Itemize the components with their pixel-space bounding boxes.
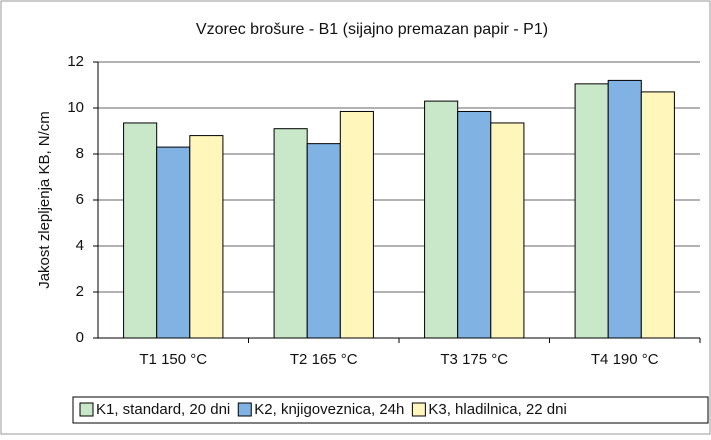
y-axis-label: Jakost zlepljenja KB, N/cm <box>36 111 53 289</box>
x-tick-label: T3 175 °C <box>440 351 508 368</box>
y-tick-label: 0 <box>76 329 84 346</box>
legend-label: K1, standard, 20 dni <box>96 401 230 418</box>
y-tick-label: 10 <box>67 99 84 116</box>
legend-box <box>72 396 709 424</box>
legend-swatch <box>79 402 94 417</box>
legend-swatch <box>237 402 252 417</box>
y-tick-label: 4 <box>76 237 84 254</box>
bar <box>574 83 609 339</box>
bar <box>457 110 492 339</box>
y-tick-label: 12 <box>67 53 84 70</box>
x-tick-label: T4 190 °C <box>591 351 659 368</box>
bar <box>156 146 191 339</box>
x-tick-label: T1 150 °C <box>139 351 207 368</box>
bar <box>273 128 308 339</box>
y-tick-label: 6 <box>76 191 84 208</box>
x-tick-label: T2 165 °C <box>290 351 358 368</box>
bar <box>123 122 158 339</box>
bar <box>607 79 642 339</box>
bar <box>189 135 224 339</box>
legend-swatch <box>411 402 426 417</box>
bar <box>490 122 525 339</box>
y-tick-label: 8 <box>76 145 84 162</box>
legend-label: K3, hladilnica, 22 dni <box>428 401 566 418</box>
bar <box>339 110 374 339</box>
chart-title: Vzorec brošure - B1 (sijajno premazan pa… <box>196 21 548 38</box>
bar <box>640 91 675 339</box>
bar <box>306 143 341 339</box>
bar <box>424 100 459 339</box>
legend-label: K2, knjigoveznica, 24h <box>254 401 404 418</box>
y-tick-label: 2 <box>76 283 84 300</box>
